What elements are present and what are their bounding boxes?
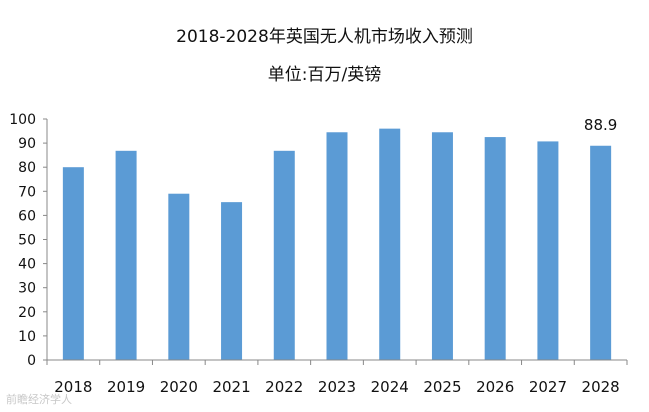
bar-2024	[379, 128, 401, 360]
x-tick-label: 2028	[582, 378, 620, 396]
x-axis-ticks: 2018 2019 2020 2021 2022 2023 2024 2025 2026 2027…	[46, 360, 628, 396]
y-tick-label: 100	[9, 112, 36, 128]
bar-2023	[326, 132, 348, 360]
x-tick-label: 2018	[54, 378, 92, 396]
y-tick-label: 10	[18, 329, 36, 345]
bar-2019	[115, 150, 137, 360]
y-tick-label: 90	[18, 136, 36, 152]
bar-2020	[168, 193, 190, 360]
x-tick-label: 2023	[318, 378, 356, 396]
chart-title: 2018-2028年英国无人机市场收入预测	[176, 27, 473, 47]
x-tick-label: 2019	[107, 378, 145, 396]
bar-2028	[590, 145, 612, 360]
y-tick-label: 0	[27, 353, 36, 369]
bar-2027	[537, 141, 559, 360]
x-tick-label: 2021	[212, 378, 250, 396]
data-labels-group: 88.9	[584, 116, 617, 134]
watermark-text: 前瞻经济学人	[6, 393, 72, 406]
y-tick-label: 60	[18, 208, 36, 224]
y-tick-label: 20	[18, 305, 36, 321]
bar-2022	[273, 150, 295, 360]
bar-2018	[62, 167, 84, 360]
x-tick-label: 2027	[529, 378, 567, 396]
y-axis-ticks: 0 10 20 30 40 50 60 70 80 90 100	[9, 112, 47, 369]
y-tick-label: 80	[18, 160, 36, 176]
x-tick-label: 2022	[265, 378, 303, 396]
x-tick-label: 2026	[476, 378, 514, 396]
x-tick-label: 2025	[423, 378, 461, 396]
y-tick-label: 50	[18, 233, 36, 249]
y-tick-label: 70	[18, 184, 36, 200]
x-tick-label: 2024	[371, 378, 409, 396]
data-label: 88.9	[584, 116, 617, 134]
x-tick-label: 2020	[160, 378, 198, 396]
bar-2026	[484, 137, 506, 360]
bars-group	[62, 128, 612, 360]
y-tick-label: 40	[18, 257, 36, 273]
chart-subtitle: 单位:百万/英镑	[267, 65, 382, 85]
bar-2021	[221, 202, 243, 360]
y-tick-label: 30	[18, 281, 36, 297]
bar-2025	[431, 132, 453, 360]
